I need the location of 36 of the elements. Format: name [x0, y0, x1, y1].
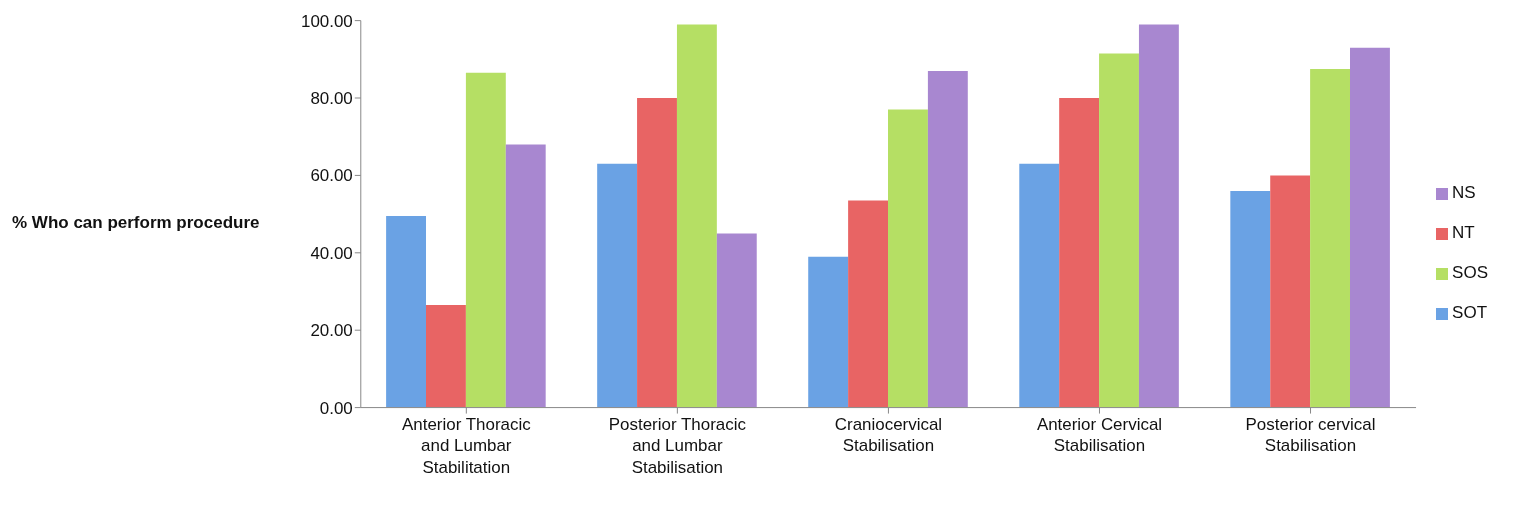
bar: [466, 72, 507, 408]
x-tick-label: Posterior Thoracic and Lumbar Stabilisation: [609, 414, 747, 478]
y-tick-label: 60.00: [310, 166, 354, 186]
y-tick-label: 40.00: [310, 243, 354, 263]
y-tick-label: 0.00: [320, 398, 354, 418]
bar: [1099, 53, 1140, 408]
y-axis-title: % Who can perform procedure: [11, 213, 261, 233]
legend-label: NT: [1452, 223, 1475, 242]
bar: [1230, 190, 1271, 408]
legend-label: NS: [1452, 183, 1476, 202]
bar: [386, 216, 427, 408]
bar: [1019, 163, 1060, 408]
bar: [1350, 47, 1391, 408]
x-tick-label: Anterior Thoracic and Lumbar Stabilitation: [402, 414, 532, 478]
bar: [506, 144, 546, 408]
bar: [1139, 24, 1180, 408]
bar: [1270, 175, 1311, 408]
x-tick-label: Craniocervical Stabilisation: [835, 414, 943, 456]
bar: [426, 305, 467, 408]
bar: [1310, 68, 1351, 408]
bar: [848, 200, 889, 408]
bar: [717, 233, 758, 408]
y-tick-label: 20.00: [310, 321, 354, 341]
bar: [928, 70, 969, 408]
legend-label: SOS: [1452, 263, 1488, 282]
bar: [637, 98, 678, 408]
bar: [597, 163, 638, 408]
y-tick-label: 100.00: [301, 11, 354, 31]
bar: [1059, 98, 1100, 408]
bar: [808, 256, 849, 408]
legend-label: SOT: [1452, 303, 1488, 322]
x-tick-label: Posterior cervical Stabilisation: [1245, 414, 1376, 456]
bar: [677, 24, 718, 408]
y-tick-label: 80.00: [310, 89, 354, 109]
x-tick-label: Anterior Cervical Stabilisation: [1037, 414, 1163, 456]
bar: [888, 109, 929, 408]
